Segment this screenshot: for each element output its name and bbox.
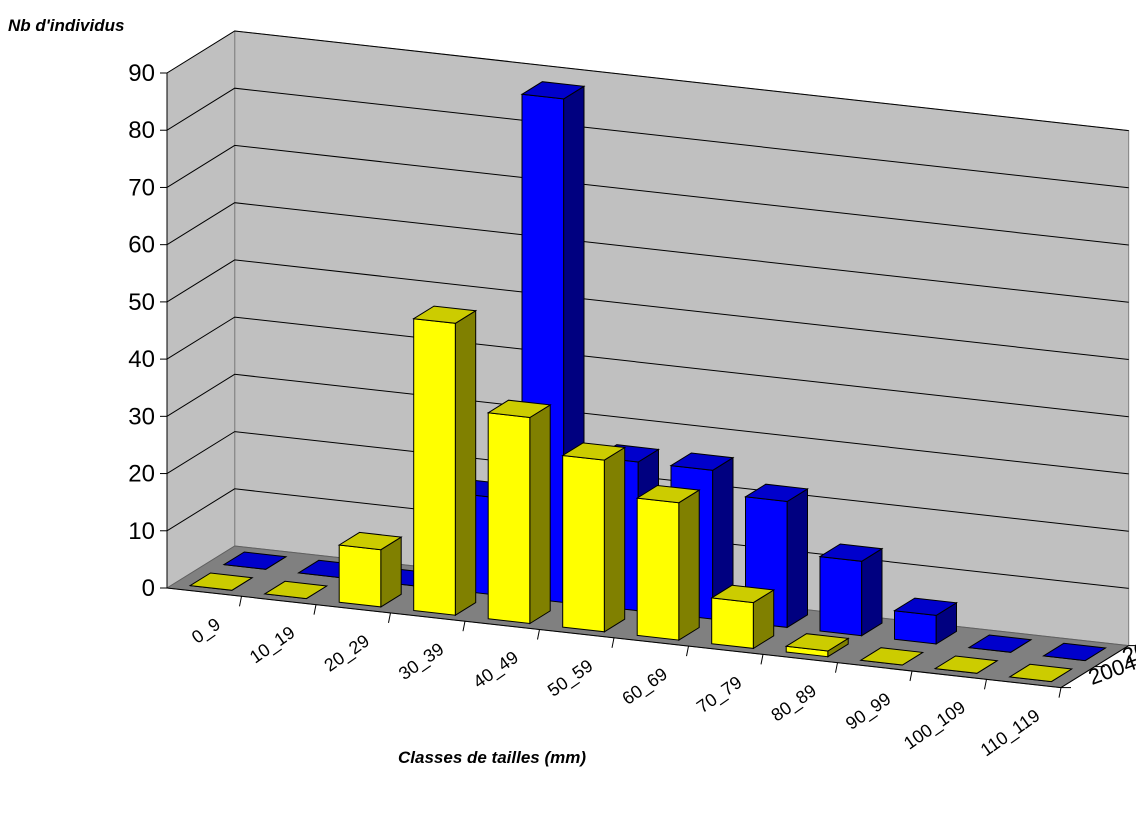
bar-front [562,454,605,633]
bar-top [710,584,776,604]
gridline [166,202,1129,303]
bar-2004-80_89 [784,633,850,658]
x-tick-label: 110_119 [977,705,1044,761]
x-tick [686,646,689,657]
bar-top [222,551,288,570]
x-tick [760,654,764,665]
x-tick [909,670,913,682]
side-wall [166,30,236,589]
bar-2007-110_119 [1042,642,1107,662]
bar-side [454,309,477,617]
x-tick-label: 50_59 [544,655,597,701]
x-tick [537,629,540,640]
bar-top [859,647,925,666]
bar-side [529,404,551,625]
bar-2004-0_9 [188,572,254,591]
bar-2004-70_79 [710,584,776,650]
bar-front [413,318,456,616]
bar-2004-30_39 [412,305,478,617]
x-tick-label: 70_79 [693,672,746,718]
bar-top [635,484,701,504]
bar-2007-0_9 [222,551,288,570]
x-tick-label: 90_99 [842,689,895,735]
bar-side [861,547,883,637]
bar-top [967,634,1033,653]
bar-2004-10_19 [263,580,329,600]
x-tick [462,621,466,632]
bar-front [487,412,531,625]
bar-top [263,580,329,600]
y-tick-label: 30 [128,403,155,430]
bar-2004-20_29 [337,531,403,608]
x-tick-label: 10_19 [246,622,299,668]
bar-top [486,399,552,419]
bar-top [784,633,850,652]
bar-2007-90_99 [893,597,958,645]
x-tick [1058,687,1062,698]
x-tick [239,596,242,607]
bar-front [819,556,863,637]
bar-side [678,489,700,641]
gridline [166,87,1129,189]
x-tick-label: 0_9 [188,614,225,648]
y-tick-label: 0 [142,575,155,602]
y-tick-label: 40 [128,346,155,373]
bar-2004-100_109 [933,655,999,674]
x-tick-label: 30_39 [395,639,448,685]
bar-2004-110_119 [1008,663,1074,683]
bar-front [636,497,680,641]
y-tick-label: 60 [128,232,155,259]
x-tick-label: 60_69 [619,664,672,710]
bar-top [1042,642,1107,662]
bar-2004-60_69 [635,484,701,641]
bar-front [711,597,754,649]
gridline [166,316,1129,418]
bar-2004-50_59 [561,442,627,633]
bar-2007-100_109 [967,634,1033,653]
y-tick-label: 70 [128,174,155,201]
bar-2007-80_89 [818,543,884,637]
bar-front [894,610,937,645]
y-axis-title: Nb d'individus [8,16,125,35]
gridline [166,144,1129,246]
x-tick [835,662,838,673]
bar-top [412,305,478,324]
gridline [166,259,1129,360]
bar-2004-40_49 [486,399,552,625]
y-tick-label: 10 [128,518,155,545]
x-tick-label: 80_89 [768,680,821,726]
bar-top [1008,663,1074,683]
gridline [166,431,1129,532]
gridline [166,373,1129,475]
x-tick [388,612,391,623]
x-tick-label: 100_109 [900,697,969,754]
bar-side [786,488,808,629]
bar-top [561,442,627,461]
bar-top [818,543,884,562]
y-tick-label: 20 [128,461,155,488]
bar-side [603,446,626,633]
gridline [166,30,1129,132]
bar-top [933,655,999,674]
bar-top [337,531,403,551]
bar-top [520,81,586,100]
bar-top [744,483,809,503]
x-tick [611,637,615,648]
bar-front [338,544,382,608]
y-tick-label: 80 [128,117,155,144]
x-tick [984,679,987,690]
y-tick-label: 90 [128,60,155,87]
x-tick-label: 40_49 [470,647,523,693]
bar-top [188,572,254,591]
x-tick-label: 20_29 [321,630,374,676]
bar-top [893,597,958,616]
x-axis-title: Classes de tailles (mm) [398,748,587,767]
bar-2004-90_99 [859,647,925,666]
x-tick [313,604,317,615]
bar-top [669,452,735,471]
y-tick-label: 50 [128,289,155,316]
